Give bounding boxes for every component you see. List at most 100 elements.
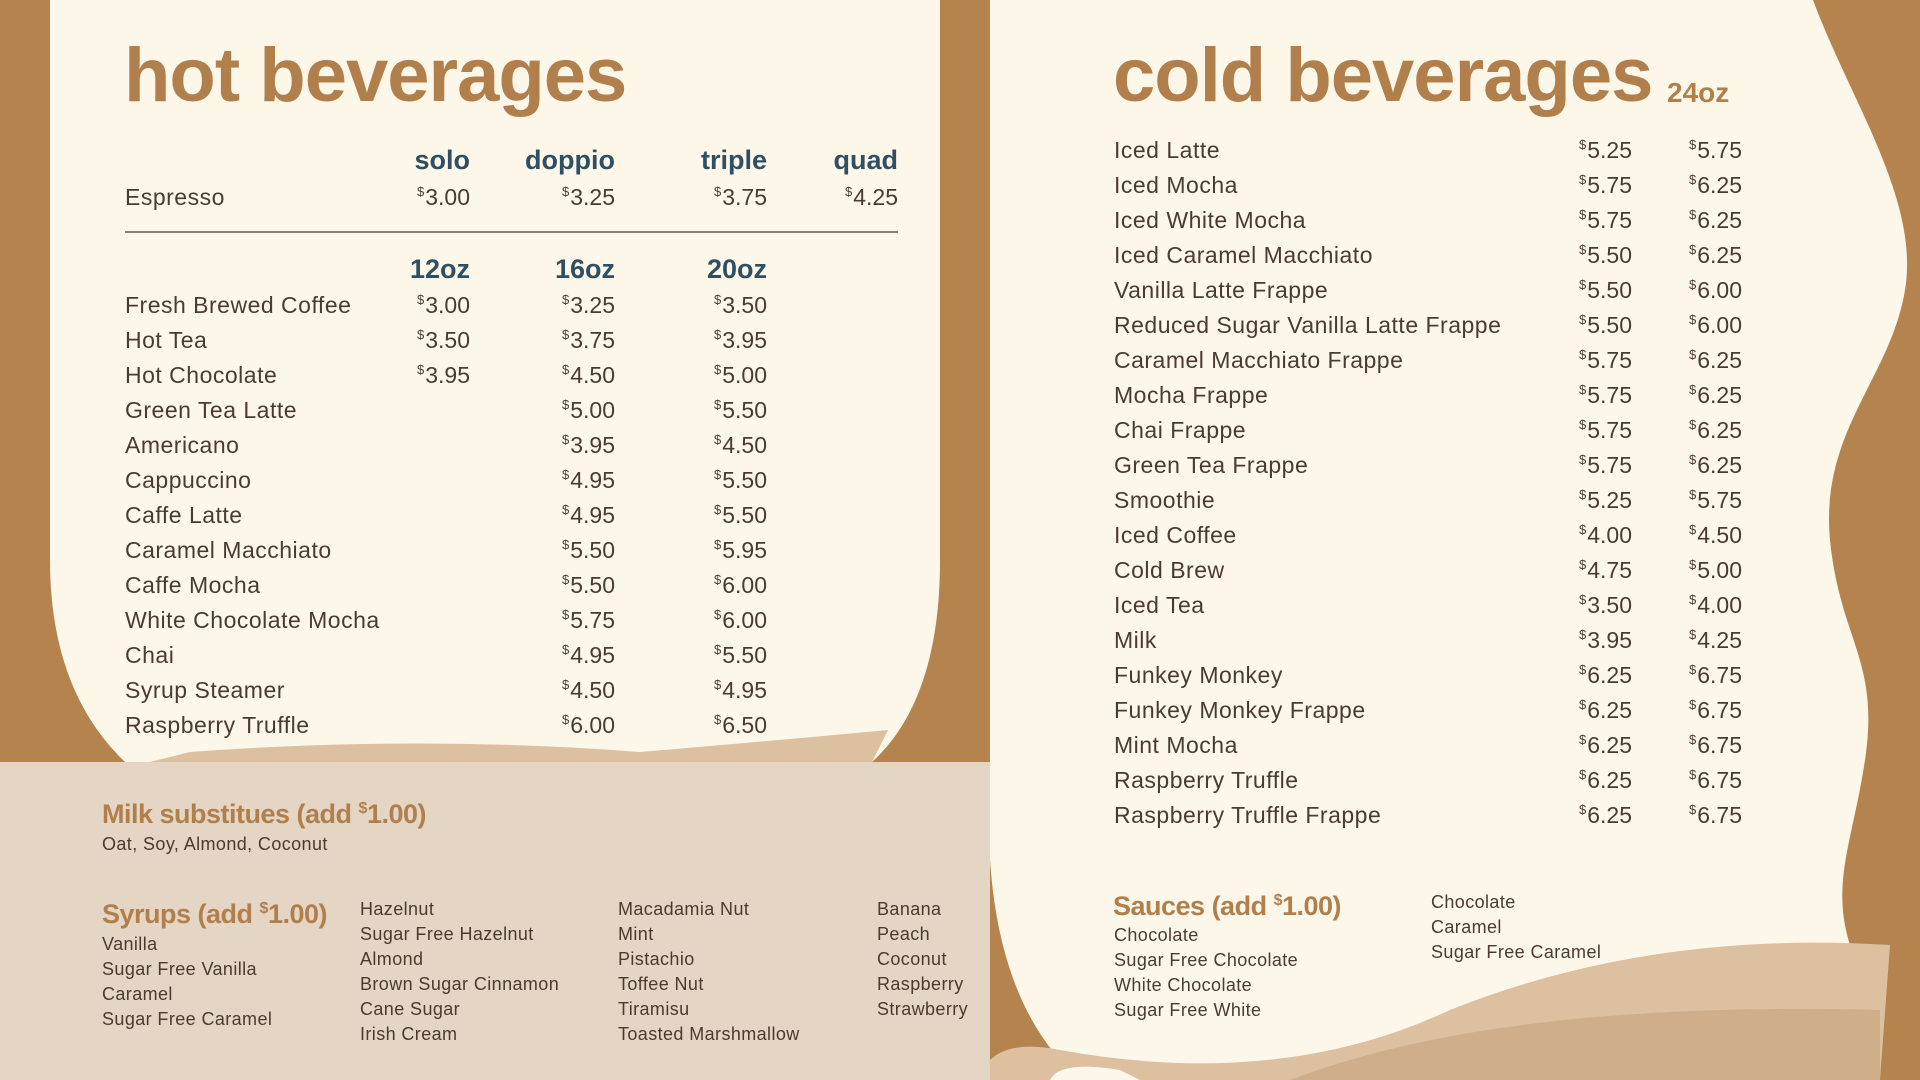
currency-symbol: $ [1579, 557, 1587, 572]
currency-symbol: $ [1689, 592, 1697, 607]
price: $3.75 [505, 328, 615, 352]
price-value: 6.25 [1697, 452, 1742, 478]
currency-symbol: $ [562, 467, 570, 482]
sauce-option: Caramel [1431, 917, 1502, 937]
price-value: 4.25 [1697, 627, 1742, 653]
syrup-option: Sugar Free Hazelnut [360, 924, 534, 944]
syrups-heading-close: ) [318, 899, 328, 929]
cold-swoosh-dark [1290, 1008, 1880, 1080]
menu-item-name: Iced Caramel Macchiato [1114, 242, 1373, 268]
milk-options: Oat, Soy, Almond, Coconut [102, 834, 328, 854]
menu-item-name: Raspberry Truffle [1114, 767, 1299, 793]
menu-item-name: Funkey Monkey [1114, 662, 1283, 688]
syrup-option: Almond [360, 949, 424, 969]
syrup-option: Vanilla [102, 934, 158, 954]
menu-item-name: Green Tea Frappe [1114, 452, 1309, 478]
price-value: 5.00 [570, 397, 615, 423]
sauces-heading: Sauces (add $1.00) [1113, 893, 1342, 920]
syrup-option: Mint [618, 924, 654, 944]
syrup-option: Peach [877, 924, 931, 944]
milk-price: 1.00 [366, 799, 418, 829]
currency-symbol: $ [1689, 697, 1697, 712]
syrup-option: Pistachio [618, 949, 695, 969]
price: $3.95 [657, 328, 767, 352]
price-value: 6.00 [1697, 277, 1742, 303]
price-value: 6.25 [1587, 732, 1632, 758]
price-value: 6.25 [1697, 347, 1742, 373]
syrup-option: Sugar Free Vanilla [102, 959, 257, 979]
syrups-heading: Syrups (add $1.00) [102, 901, 327, 928]
price-value: 3.95 [722, 327, 767, 353]
price: $5.50 [1522, 243, 1632, 267]
price: $6.25 [1522, 698, 1632, 722]
price-value: 5.00 [1697, 557, 1742, 583]
price: $4.50 [1632, 523, 1742, 547]
currency-symbol: $ [1579, 277, 1587, 292]
price-value: 6.75 [1697, 802, 1742, 828]
currency-symbol: $ [562, 292, 570, 307]
price: $5.50 [657, 503, 767, 527]
currency-symbol: $ [1579, 137, 1587, 152]
currency-symbol: $ [1689, 557, 1697, 572]
currency-symbol: $ [1579, 207, 1587, 222]
price-value: 6.00 [722, 607, 767, 633]
price: $5.75 [1522, 418, 1632, 442]
price: $5.50 [1522, 313, 1632, 337]
currency-symbol: $ [562, 184, 570, 199]
currency-symbol: $ [417, 292, 425, 307]
currency-symbol: $ [562, 362, 570, 377]
price: $6.25 [1522, 803, 1632, 827]
currency-symbol: $ [1689, 347, 1697, 362]
currency-symbol: $ [562, 432, 570, 447]
price: $5.00 [657, 363, 767, 387]
price-value: 4.50 [570, 362, 615, 388]
price-value: 5.50 [1587, 312, 1632, 338]
currency-symbol: $ [1579, 417, 1587, 432]
column-header-16oz: 16oz [554, 254, 615, 284]
currency-symbol: $ [417, 327, 425, 342]
price: $3.50 [1522, 593, 1632, 617]
currency-symbol: $ [1579, 627, 1587, 642]
price: $6.25 [1632, 418, 1742, 442]
price-value: 4.25 [853, 184, 898, 210]
price-value: 5.50 [570, 537, 615, 563]
price-value: 5.75 [1587, 347, 1632, 373]
menu-item-name: Syrup Steamer [125, 677, 285, 703]
price-value: 5.95 [722, 537, 767, 563]
menu-item-name: Smoothie [1114, 487, 1216, 513]
currency-symbol: $ [562, 502, 570, 517]
price: $5.50 [1522, 278, 1632, 302]
column-header-triple: triple [700, 145, 767, 175]
price-value: 6.25 [1587, 697, 1632, 723]
divider [125, 231, 898, 233]
price-value: 4.95 [570, 642, 615, 668]
currency-symbol: $ [417, 184, 425, 199]
menu-item-name: Reduced Sugar Vanilla Latte Frappe [1114, 312, 1502, 338]
currency-symbol: $ [1689, 802, 1697, 817]
price-value: 3.50 [425, 327, 470, 353]
price-value: 4.00 [1587, 522, 1632, 548]
price-value: 6.25 [1697, 207, 1742, 233]
currency-symbol: $ [1689, 417, 1697, 432]
currency-symbol: $ [1689, 487, 1697, 502]
currency-symbol: $ [1579, 487, 1587, 502]
price-value: 5.75 [1587, 207, 1632, 233]
price: $5.50 [657, 643, 767, 667]
price: $6.25 [1522, 768, 1632, 792]
price-value: 4.50 [722, 432, 767, 458]
sauce-option: Sugar Free White [1114, 1000, 1262, 1020]
currency-symbol: $ [714, 677, 722, 692]
currency-symbol: $ [714, 362, 722, 377]
currency-symbol: $ [1579, 522, 1587, 537]
price: $3.50 [657, 293, 767, 317]
price: $5.50 [657, 468, 767, 492]
currency-symbol: $ [1689, 137, 1697, 152]
price: $5.50 [657, 398, 767, 422]
price: $5.50 [505, 538, 615, 562]
price: $3.95 [505, 433, 615, 457]
currency-symbol: $ [714, 184, 722, 199]
price: $6.25 [1632, 453, 1742, 477]
price-value: 6.00 [722, 572, 767, 598]
price-value: 5.50 [722, 502, 767, 528]
price-value: 6.25 [1587, 767, 1632, 793]
